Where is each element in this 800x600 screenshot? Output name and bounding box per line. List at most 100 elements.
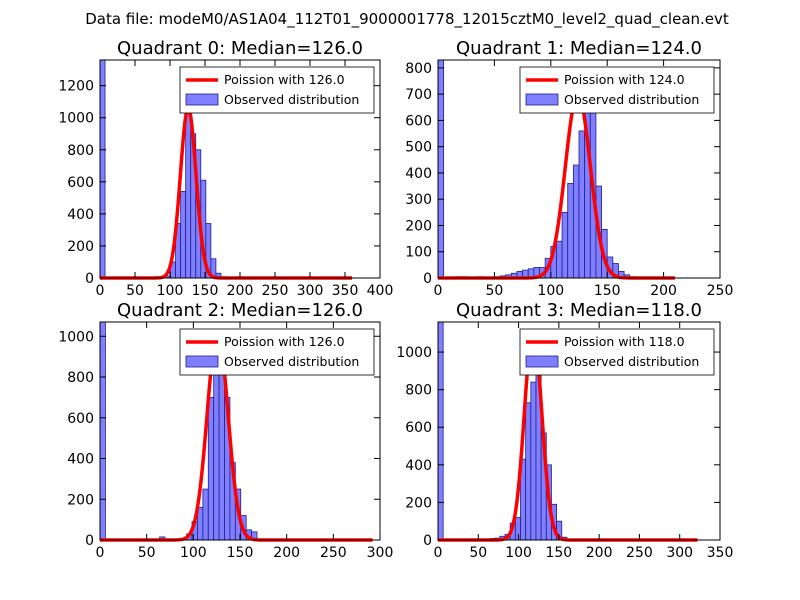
quadrant-3-xtick-label: 100 [505,545,532,561]
quadrant-1-ytick-label: 700 [405,87,432,103]
quadrant-3-legend-bars-swatch [525,355,559,368]
quadrant-0-chart: Quadrant 0: Median=126.0 0 50 100 150 200 250… [58,38,393,299]
quadrant-3-xtick-label: 50 [469,545,487,561]
quadrant-1-ytick-label: 400 [405,166,432,182]
quadrant-0-ytick-label: 200 [67,239,94,255]
quadrant-3-bar [530,381,537,541]
quadrant-1-xtick-label: 50 [485,283,503,299]
quadrant-2-ytick-label: 800 [67,370,94,386]
quadrant-2-ytick-label: 600 [67,411,94,427]
quadrant-1-xtick-label: 200 [650,283,677,299]
quadrant-0-ytick-label: 0 [85,271,94,287]
quadrant-0-legend: Poission with 126.0 Observed distributio… [179,66,375,114]
quadrant-0-bar [99,59,106,279]
quadrant-2-xtick-label: 200 [273,545,300,561]
quadrant-1-legend-curve-label: Poission with 124.0 [564,72,685,87]
quadrant-3-title: Quadrant 3: Median=118.0 [456,300,702,321]
quadrant-3-legend-box [519,328,715,376]
quadrant-3-bar [514,517,521,541]
quadrant-0-legend-bars-label: Observed distribution [224,92,359,107]
quadrant-2-bar [207,396,215,541]
quadrant-0-ytick-label: 1000 [58,111,94,127]
quadrant-2-title: Quadrant 2: Median=126.0 [117,300,363,321]
quadrant-1-xtick-label: 250 [707,283,734,299]
quadrant-1-legend-bars-swatch [525,93,559,106]
quadrant-3-bar [437,321,444,541]
quadrant-1-axes-frame [437,59,721,279]
quadrant-3-xtick-label: 350 [707,545,734,561]
quadrant-0-xtick-label: 400 [367,283,394,299]
quadrant-3-xtick-label: 250 [626,545,653,561]
quadrant-3-xtick-label: 200 [586,545,613,561]
quadrant-1-ytick-label: 100 [405,245,432,261]
quadrant-3-axes-frame [437,321,721,541]
quadrant-3-legend-bars-label: Observed distribution [564,354,699,369]
quadrant-3-ytick-label: 1000 [396,345,432,361]
quadrant-1-bar [567,183,574,279]
quadrant-3-ytick-label: 0 [423,533,432,549]
quadrant-0-ticks: 0 50 100 150 200 250 300 350 400 0 200 400 600 800 100… [58,60,393,299]
quadrant-3-bar [525,402,532,541]
quadrant-1-ytick-label: 500 [405,140,432,156]
quadrant-3-chart: Quadrant 3: Median=118.0 0 50 100 150 200 250… [396,300,733,561]
figure-suptitle: Data file: modeM0/AS1A04_112T01_90000017… [85,10,729,29]
quadrant-1-ytick-label: 800 [405,61,432,77]
quadrant-2-xtick-label: 50 [138,545,156,561]
quadrant-0-bar [185,104,192,279]
quadrant-3-legend: Poission with 118.0 Observed distributio… [519,328,715,376]
quadrant-0-poisson-curve [99,106,353,280]
quadrant-2-xtick-label: 250 [320,545,347,561]
quadrant-1-xtick-label: 0 [434,283,443,299]
quadrant-0-ytick-label: 600 [67,175,94,191]
quadrant-0-xtick-label: 150 [192,283,219,299]
quadrant-0-xtick-label: 350 [332,283,359,299]
quadrant-3-xtick-label: 150 [545,545,572,561]
quadrant-3-xtick-label: 300 [666,545,693,561]
quadrant-2-ytick-label: 0 [85,533,94,549]
quadrant-0-legend-bars-swatch [185,93,219,106]
quadrant-2-ticks: 0 50 100 150 200 250 300 0 200 400 600 800 1000 [58,322,393,561]
quadrant-0-ytick-label: 400 [67,207,94,223]
quadrant-1-ytick-label: 300 [405,192,432,208]
quadrant-3-ytick-label: 800 [405,383,432,399]
quadrant-1-ticks: 0 50 100 150 200 250 0 100 200 300 400 500 600 700 800 [405,60,733,299]
quadrant-2-legend-curve-label: Poission with 126.0 [224,334,345,349]
quadrant-1-bar [561,211,569,279]
quadrant-0-xtick-label: 250 [262,283,289,299]
quadrant-2-bar [202,488,209,541]
quadrant-0-title: Quadrant 0: Median=126.0 [117,38,363,59]
quadrant-0-xtick-label: 100 [157,283,184,299]
quadrant-1-bar [437,59,445,279]
quadrant-1-title: Quadrant 1: Median=124.0 [456,38,702,59]
quadrant-2-xtick-label: 300 [367,545,394,561]
quadrant-2-legend-bars-label: Observed distribution [224,354,359,369]
quadrant-1-ytick-label: 200 [405,218,432,234]
quadrant-2-chart: Quadrant 2: Median=126.0 0 50 100 150 200 250… [58,300,393,561]
quadrant-0-bar [180,191,187,279]
quadrant-2-ytick-label: 400 [67,452,94,468]
quadrant-1-legend: Poission with 124.0 Observed distributio… [519,66,715,114]
quadrant-0-ytick-label: 800 [67,143,94,159]
quadrant-1-legend-bars-label: Observed distribution [564,92,699,107]
quadrant-2-xtick-label: 0 [96,545,105,561]
quadrant-0-legend-curve-label: Poission with 126.0 [224,72,345,87]
quadrant-2-bar [99,321,106,541]
quadrant-2-ytick-label: 1000 [58,329,94,345]
quadrant-1-ytick-label: 600 [405,113,432,129]
quadrant-2-legend: Poission with 126.0 Observed distributio… [179,328,375,376]
quadrant-0-ytick-label: 1200 [58,79,94,95]
quadrant-1-xtick-label: 100 [537,283,564,299]
quadrant-2-xtick-label: 150 [227,545,254,561]
quadrant-2-bars [99,321,263,541]
quadrant-2-legend-bars-swatch [185,355,219,368]
quadrant-2-xtick-label: 100 [180,545,207,561]
quadrant-1-xtick-label: 150 [594,283,621,299]
quadrant-0-xtick-label: 300 [297,283,324,299]
quadrant-1-ytick-label: 0 [423,271,432,287]
quadrant-1-bar [578,130,586,279]
quadrant-0-xtick-label: 200 [227,283,254,299]
quadrant-3-ticks: 0 50 100 150 200 250 300 350 0 200 400 600 800 1000 [396,322,733,561]
quadrant-2-ytick-label: 200 [67,492,94,508]
quadrant-0-bars [99,59,232,279]
